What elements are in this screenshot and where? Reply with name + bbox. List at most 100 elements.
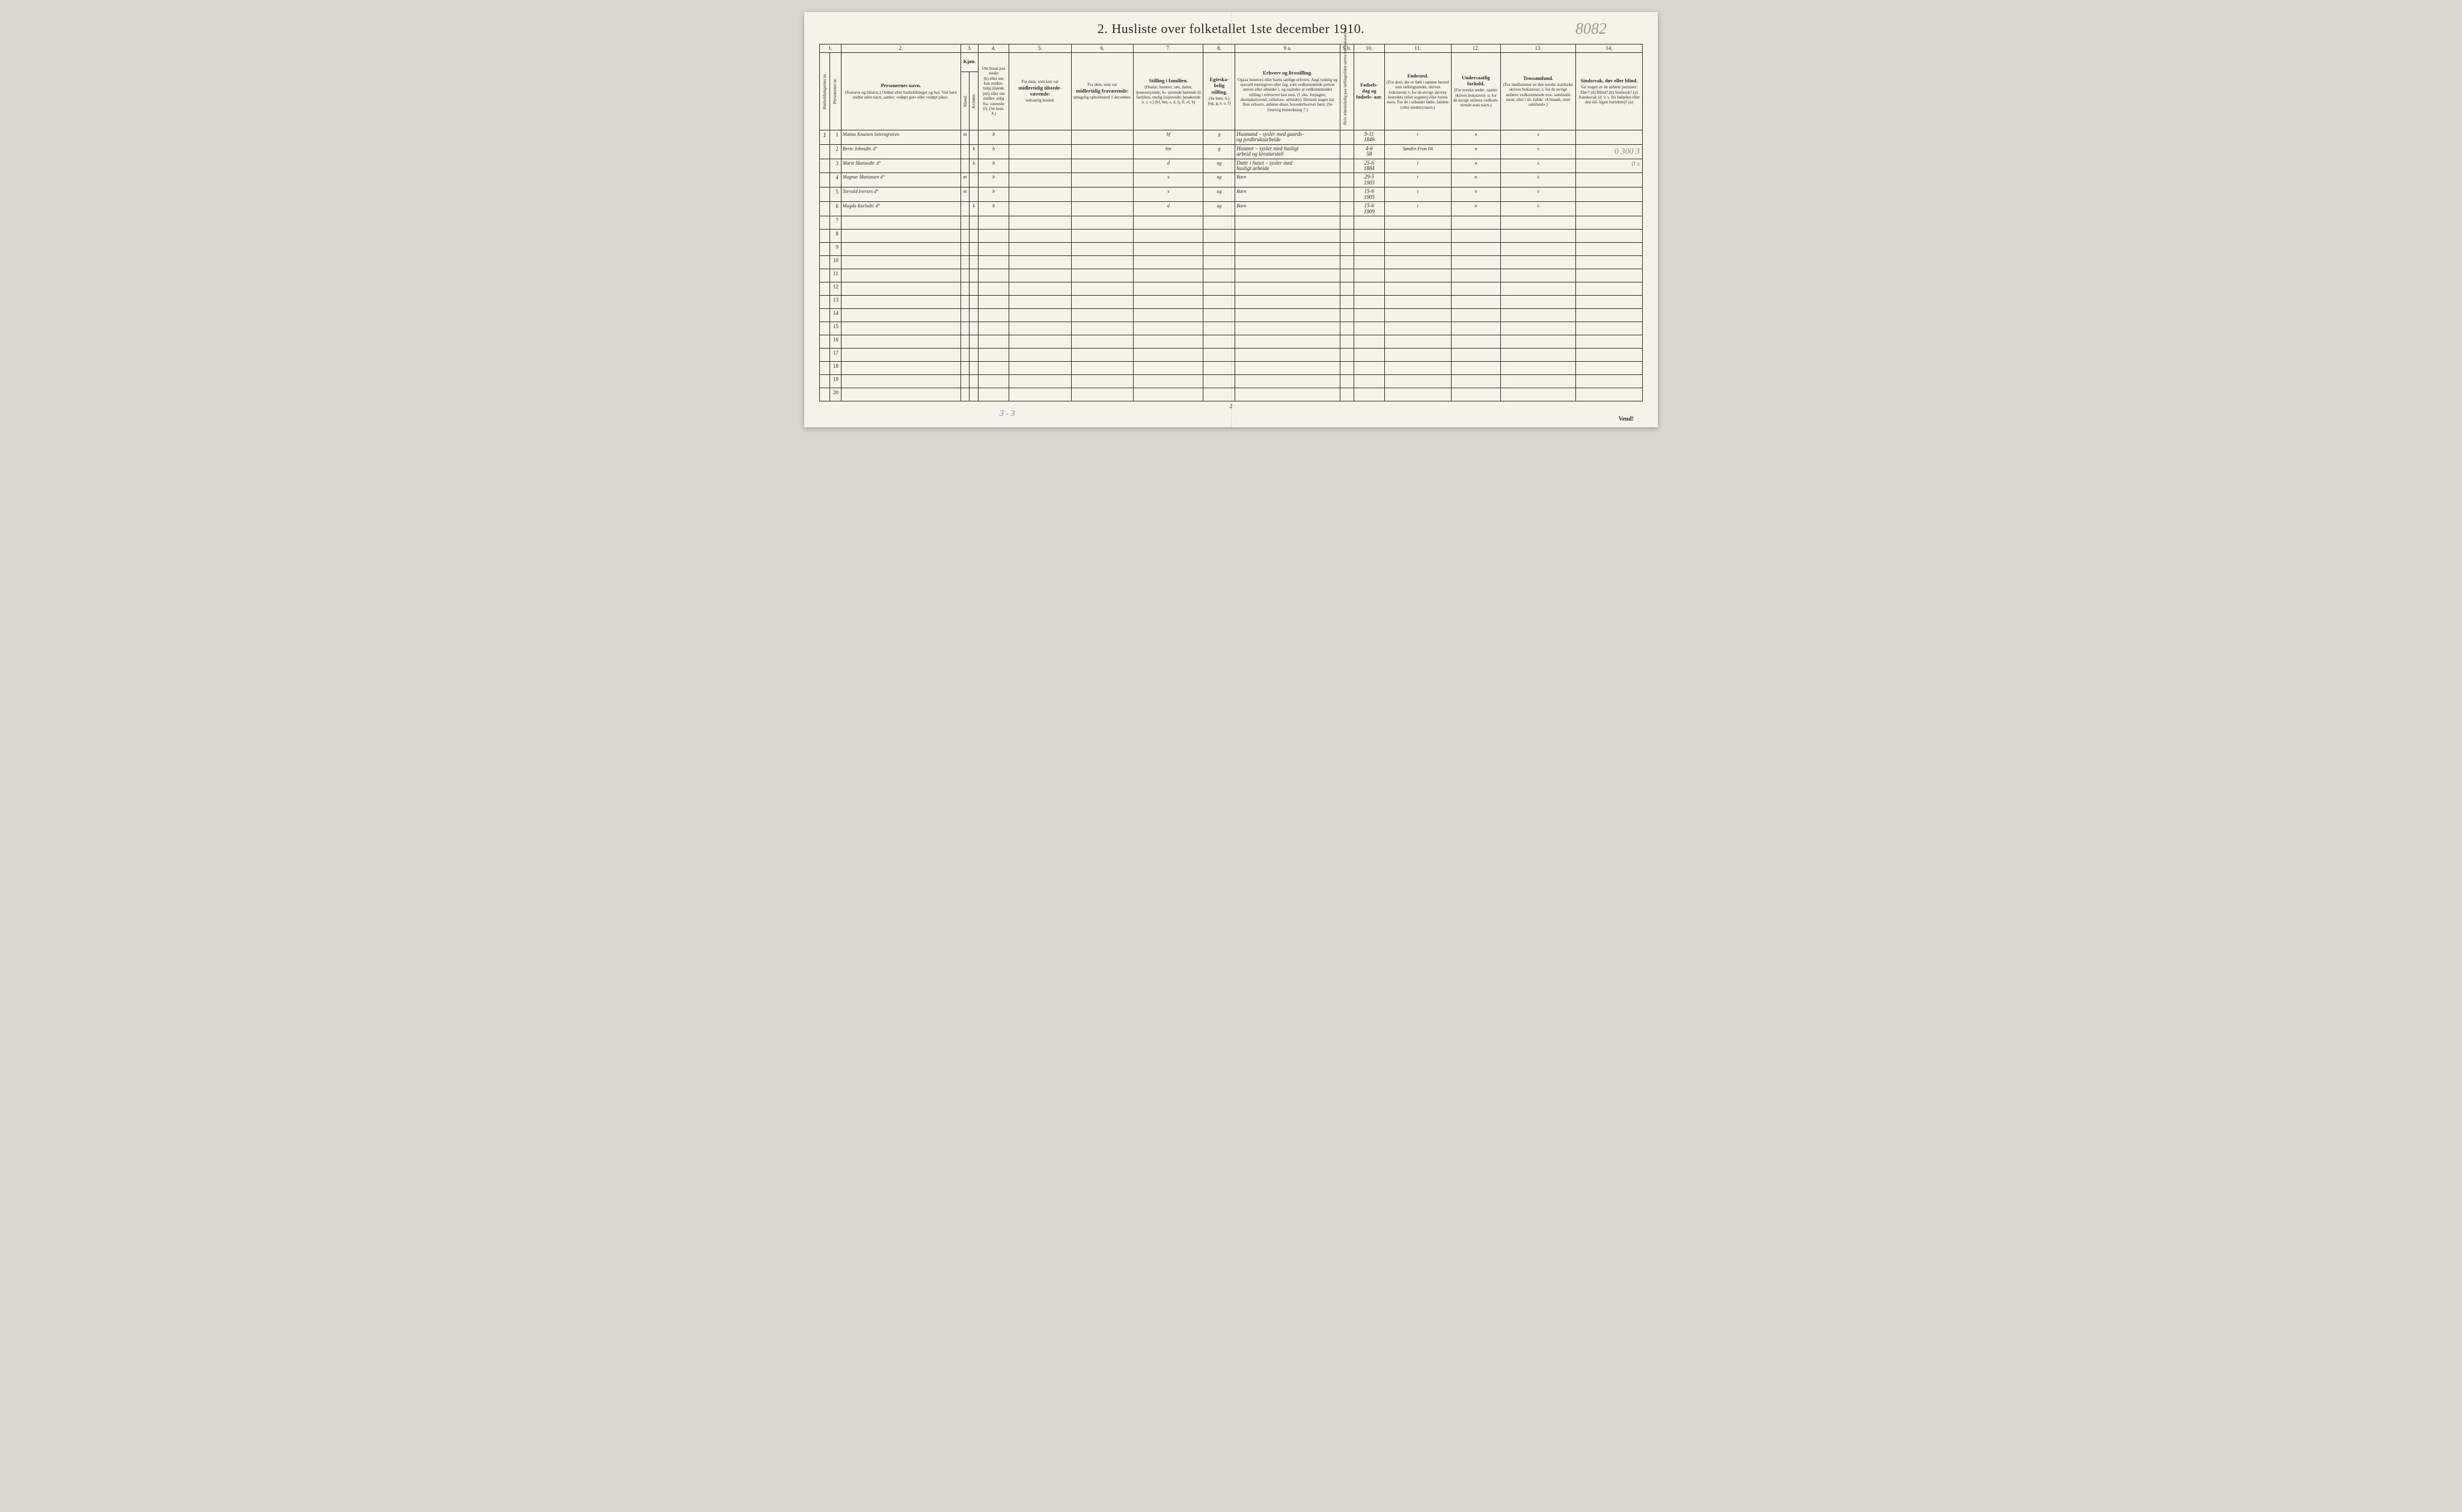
cell-female <box>970 322 979 335</box>
cell-temp-absent <box>1071 309 1134 322</box>
cell-temp-present <box>1009 144 1071 159</box>
cell-family-pos: hm <box>1134 144 1203 159</box>
cell-residence <box>979 349 1009 362</box>
cell-unemployed <box>1340 388 1354 401</box>
cell-nationality <box>1451 216 1500 230</box>
cell-female <box>970 130 979 144</box>
cell-temp-absent <box>1071 322 1134 335</box>
cell-family-pos <box>1134 269 1203 282</box>
table-row: 13 <box>820 296 1643 309</box>
cell-disability <box>1575 362 1642 375</box>
cell-unemployed <box>1340 202 1354 216</box>
cell-female <box>970 216 979 230</box>
cell-person-nr: 17 <box>829 349 841 362</box>
cell-family-pos <box>1134 309 1203 322</box>
cell-birthdate: 4-658 <box>1354 144 1384 159</box>
cell-disability <box>1575 173 1642 187</box>
cell-disability <box>1575 296 1642 309</box>
header-family-pos: Stilling i familien. (Husfar, husmor, sø… <box>1134 52 1203 130</box>
cell-temp-present <box>1009 159 1071 173</box>
cell-female <box>970 362 979 375</box>
cell-temp-present <box>1009 230 1071 243</box>
cell-occupation <box>1235 243 1340 256</box>
cell-person-nr: 15 <box>829 322 841 335</box>
cell-religion <box>1501 269 1576 282</box>
cell-residence <box>979 296 1009 309</box>
cell-household-nr <box>820 309 830 322</box>
cell-nationality: n <box>1451 130 1500 144</box>
margin-note-2: 0 s <box>1631 159 1640 168</box>
cell-disability <box>1575 335 1642 349</box>
cell-occupation: Barn <box>1235 202 1340 216</box>
cell-female <box>970 282 979 296</box>
cell-male <box>961 159 970 173</box>
cell-female <box>970 173 979 187</box>
cell-family-pos <box>1134 230 1203 243</box>
cell-birthdate: 15-61905 <box>1354 187 1384 202</box>
cell-male <box>961 362 970 375</box>
cell-household-nr <box>820 296 830 309</box>
table-row: 9 <box>820 243 1643 256</box>
cell-female <box>970 388 979 401</box>
cell-temp-present <box>1009 322 1071 335</box>
table-row: 15 <box>820 322 1643 335</box>
cell-temp-present <box>1009 362 1071 375</box>
cell-religion <box>1501 216 1576 230</box>
cell-residence: b <box>979 187 1009 202</box>
table-row: 17 <box>820 349 1643 362</box>
cell-person-nr: 13 <box>829 296 841 309</box>
cell-household-nr <box>820 202 830 216</box>
header-religion: Trossamfund. (For medlemmer av den norsk… <box>1501 52 1576 130</box>
cell-nationality <box>1451 375 1500 388</box>
cell-household-nr <box>820 144 830 159</box>
cell-unemployed <box>1340 173 1354 187</box>
cell-nationality <box>1451 335 1500 349</box>
cell-occupation <box>1235 362 1340 375</box>
margin-note-1: 0 300 3 <box>1614 147 1640 157</box>
table-row: 19 <box>820 375 1643 388</box>
cell-birthplace: t <box>1384 130 1451 144</box>
cell-nationality: n <box>1451 144 1500 159</box>
cell-marital: g <box>1203 130 1235 144</box>
cell-occupation: Barn <box>1235 187 1340 202</box>
census-table: 1. 2. 3. 4. 5. 6. 7. 8. 9 a. 9 b. 10. 11… <box>819 44 1643 401</box>
table-row: 5Torvald Iversen d°mbsugBarn15-61905tns <box>820 187 1643 202</box>
cell-marital <box>1203 296 1235 309</box>
cell-nationality <box>1451 282 1500 296</box>
cell-family-pos: hf <box>1134 130 1203 144</box>
cell-household-nr <box>820 256 830 269</box>
cell-disability <box>1575 256 1642 269</box>
table-header: 1. 2. 3. 4. 5. 6. 7. 8. 9 a. 9 b. 10. 11… <box>820 44 1643 130</box>
col-num-2: 2. <box>841 44 961 53</box>
cell-residence <box>979 322 1009 335</box>
cell-temp-absent <box>1071 187 1134 202</box>
cell-disability <box>1575 130 1642 144</box>
cell-unemployed <box>1340 375 1354 388</box>
cell-religion <box>1501 375 1576 388</box>
cell-birthplace: t <box>1384 202 1451 216</box>
cell-household-nr <box>820 282 830 296</box>
cell-religion <box>1501 230 1576 243</box>
cell-occupation: Husmand – sysler med gaards-og jordbruks… <box>1235 130 1340 144</box>
header-sex: Kjøn. <box>961 52 979 72</box>
cell-household-nr <box>820 375 830 388</box>
cell-person-nr: 18 <box>829 362 841 375</box>
cell-name <box>841 230 961 243</box>
cell-birthplace <box>1384 362 1451 375</box>
cell-household-nr <box>820 243 830 256</box>
cell-person-nr: 5 <box>829 187 841 202</box>
cell-religion <box>1501 296 1576 309</box>
table-row: 11 <box>820 269 1643 282</box>
table-row: 7 <box>820 216 1643 230</box>
header-household-nr: Husholdningernes nr. <box>822 55 828 127</box>
cell-residence: b <box>979 159 1009 173</box>
header-residence: Om bosat paa stedet (b) eller om kun mid… <box>979 52 1009 130</box>
cell-unemployed <box>1340 130 1354 144</box>
cell-temp-absent <box>1071 282 1134 296</box>
cell-unemployed <box>1340 230 1354 243</box>
cell-disability <box>1575 243 1642 256</box>
cell-religion: s <box>1501 144 1576 159</box>
cell-marital <box>1203 216 1235 230</box>
cell-family-pos: d <box>1134 159 1203 173</box>
col-num-8: 8. <box>1203 44 1235 53</box>
